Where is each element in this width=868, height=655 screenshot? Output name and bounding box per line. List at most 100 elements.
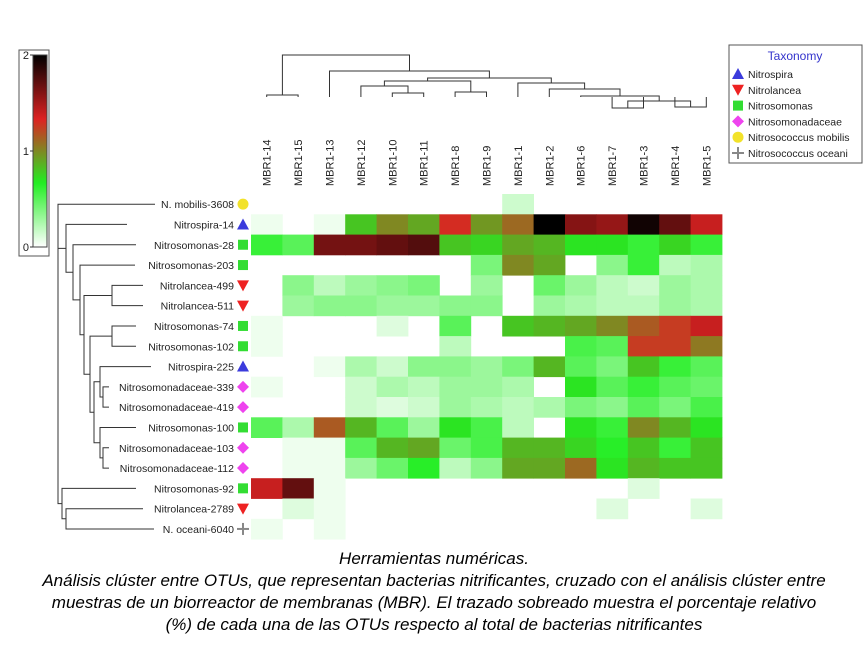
heatmap-cell xyxy=(376,457,409,479)
heatmap-cell xyxy=(345,275,377,296)
heatmap-cell xyxy=(596,214,629,235)
dendrogram-branch xyxy=(111,325,136,347)
caption-title: Herramientas numéricas. xyxy=(339,549,529,568)
heatmap-cell xyxy=(596,397,629,418)
heatmap-cell xyxy=(690,437,723,459)
dendrogram-branch xyxy=(57,247,66,505)
heatmap-cell xyxy=(408,417,440,438)
heatmap-cell xyxy=(408,457,440,479)
triangle-down-icon xyxy=(732,84,744,96)
heatmap-cell xyxy=(659,295,691,317)
dendrogram-branch xyxy=(517,82,586,97)
heatmap-cell xyxy=(470,234,503,256)
heatmap-cells xyxy=(251,194,723,540)
row-label: Nitrosomonas-203 xyxy=(148,260,234,272)
heatmap-cell xyxy=(502,214,534,235)
heatmap-cell xyxy=(376,275,409,296)
heatmap-cell xyxy=(470,437,503,459)
heatmap-cell xyxy=(690,417,723,438)
heatmap-cell xyxy=(470,214,503,235)
row-labels: N. mobilis-3608 Nitrospira-14 Nitrosomonas… xyxy=(119,198,249,536)
heatmap-cell xyxy=(313,234,346,256)
triangle-up-icon xyxy=(732,68,744,79)
row-label: Nitrosomonas-74 xyxy=(154,321,234,333)
heatmap-cell xyxy=(627,478,660,499)
heatmap-cell xyxy=(313,498,346,520)
heatmap-cell xyxy=(627,295,660,317)
heatmap-cell xyxy=(439,417,472,438)
heatmap-cell xyxy=(282,275,315,296)
dendrogram-branch xyxy=(57,203,155,376)
heatmap-figure: MBR1-14 MBR1-15 MBR1-13 MBR1-12 MBR1-10 MBR1-… xyxy=(18,44,863,540)
column-labels: MBR1-14 MBR1-15 MBR1-13 MBR1-12 MBR1-10 MBR1-… xyxy=(262,140,714,186)
heatmap-cell xyxy=(690,315,723,337)
heatmap-cell xyxy=(565,397,597,418)
heatmap-cell xyxy=(439,214,472,235)
color-key-tick-label: 0 xyxy=(23,242,29,254)
column-label: MBR1-9 xyxy=(482,146,494,186)
heatmap-cell xyxy=(470,254,503,276)
heatmap-cell xyxy=(565,376,597,398)
heatmap-cell xyxy=(596,457,629,479)
heatmap-cell xyxy=(690,275,723,296)
row-label: Nitrolancea-499 xyxy=(160,280,234,292)
legend-entry-label: Nitrospira xyxy=(748,69,793,81)
heatmap-cell xyxy=(345,417,377,438)
heatmap-cell xyxy=(376,214,409,235)
dendrogram-branch xyxy=(83,295,112,375)
row-label: Nitrospira-14 xyxy=(174,219,234,231)
caption-line: (%) de cada una de las OTUs respecto al … xyxy=(165,615,703,634)
heatmap-cell xyxy=(376,397,409,418)
triangle-down-icon xyxy=(237,503,249,515)
row-label: Nitrospira-225 xyxy=(168,362,234,374)
heatmap-cell xyxy=(596,295,629,317)
heatmap-cell xyxy=(533,275,566,296)
heatmap-cell xyxy=(565,295,597,317)
heatmap-cell xyxy=(345,214,377,235)
heatmap-cell xyxy=(627,336,660,357)
dendrogram-branch xyxy=(454,91,487,97)
row-label: Nitrosomonadaceae-103 xyxy=(119,443,234,455)
heatmap-cell xyxy=(690,376,723,398)
square-icon xyxy=(238,239,248,250)
heatmap-cell xyxy=(251,336,283,357)
heatmap-cell xyxy=(439,356,472,378)
heatmap-cell xyxy=(376,437,409,459)
heatmap-cell xyxy=(439,376,472,398)
legend-title: Taxonomy xyxy=(768,49,823,63)
dendrogram-branch xyxy=(266,94,299,97)
legend-entry-label: Nitrolancea xyxy=(748,85,801,97)
triangle-down-icon xyxy=(237,300,249,312)
heatmap-cell xyxy=(533,214,566,235)
heatmap-cell xyxy=(565,356,597,378)
heatmap-cell xyxy=(690,457,723,479)
heatmap-cell xyxy=(627,275,660,296)
color-key-bar xyxy=(32,54,48,248)
column-label: MBR1-4 xyxy=(670,146,682,186)
column-label: MBR1-7 xyxy=(607,146,619,186)
heatmap-cell xyxy=(659,376,691,398)
column-label: MBR1-6 xyxy=(576,146,588,186)
heatmap-cell xyxy=(596,376,629,398)
triangle-down-icon xyxy=(237,280,249,292)
heatmap-cell xyxy=(533,295,566,317)
heatmap-cell xyxy=(439,315,472,337)
row-label: Nitrosomonas-100 xyxy=(148,423,234,435)
heatmap-cell xyxy=(533,356,566,378)
heatmap-cell xyxy=(690,397,723,418)
heatmap-cell xyxy=(470,376,503,398)
heatmap-cell xyxy=(502,194,534,215)
heatmap-cell xyxy=(376,376,409,398)
heatmap-cell xyxy=(627,214,660,235)
heatmap-cell xyxy=(408,275,440,296)
taxonomy-legend: Taxonomy Nitrospira Nitrolancea Nitrosomona… xyxy=(728,44,863,164)
heatmap-cell xyxy=(627,397,660,418)
heatmap-cell xyxy=(596,356,629,378)
heatmap-cell xyxy=(313,214,346,235)
column-label: MBR1-14 xyxy=(262,140,274,186)
heatmap-cell xyxy=(659,417,691,438)
heatmap-cell xyxy=(690,336,723,357)
circle-icon xyxy=(732,131,744,143)
heatmap-cell xyxy=(470,397,503,418)
square-icon xyxy=(733,100,743,111)
